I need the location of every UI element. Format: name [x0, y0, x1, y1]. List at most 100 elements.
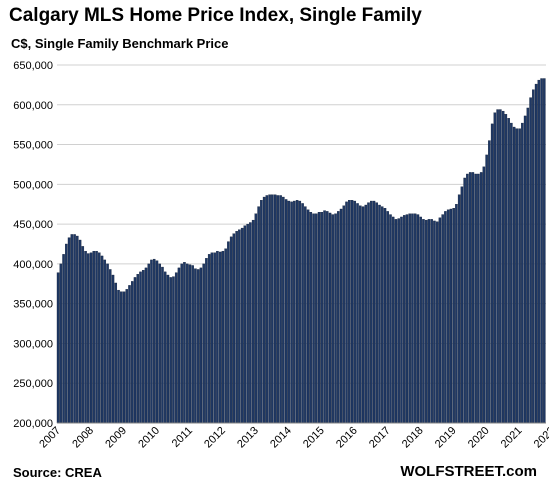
bar [260, 200, 263, 424]
bar [356, 203, 359, 424]
bar [100, 255, 104, 424]
bar [540, 78, 543, 424]
bar [251, 219, 255, 424]
bar [89, 252, 93, 424]
bar [65, 243, 68, 424]
bar [207, 254, 211, 424]
bar [361, 206, 365, 424]
bar [103, 259, 107, 424]
x-tick-label: 2017 [367, 425, 393, 451]
y-tick-label: 500,000 [13, 179, 53, 191]
bar [276, 195, 280, 424]
bar [265, 195, 269, 424]
bar [304, 206, 307, 424]
chart-subtitle: C$, Single Family Benchmark Price [11, 36, 229, 51]
bar [449, 208, 453, 424]
bar [419, 216, 422, 424]
bar [125, 289, 129, 424]
x-tick-label: 2013 [235, 425, 261, 451]
bar [235, 231, 238, 424]
bar [389, 214, 392, 424]
bar [499, 109, 502, 424]
bar [400, 216, 403, 424]
bar [130, 281, 134, 424]
bar [194, 268, 197, 424]
y-tick-label: 250,000 [13, 378, 53, 390]
bar [301, 203, 304, 424]
bar [510, 122, 513, 424]
bar [350, 200, 354, 424]
bar [183, 262, 186, 424]
x-tick-label: 2012 [202, 425, 228, 451]
bar [496, 109, 499, 424]
bar [221, 250, 225, 424]
bar [262, 196, 266, 424]
bar [169, 277, 172, 424]
bar [402, 215, 406, 424]
bar [78, 239, 82, 424]
bar [477, 173, 480, 424]
bar [378, 204, 381, 424]
bar [227, 241, 230, 424]
bar [290, 201, 293, 424]
bar [199, 267, 203, 424]
bar [81, 246, 85, 424]
bar [73, 234, 76, 424]
bar [84, 250, 87, 424]
x-tick-label: 2015 [301, 425, 327, 451]
bar [438, 217, 442, 424]
bar [188, 264, 192, 424]
bar [466, 173, 469, 424]
bar [136, 274, 139, 424]
bar [441, 214, 444, 424]
bar [359, 205, 362, 424]
bar [435, 221, 439, 424]
bar [460, 186, 464, 424]
bar [117, 289, 120, 424]
bar [180, 263, 183, 424]
bar [287, 200, 291, 424]
bar [348, 200, 351, 424]
bar [317, 212, 321, 424]
bar [284, 199, 288, 424]
bar [471, 172, 475, 424]
bar [474, 173, 477, 424]
bar [482, 166, 486, 424]
bar [518, 128, 521, 424]
y-axis-ticks: 200,000 250,000 300,000 350,000 400,000 450,0… [13, 60, 53, 430]
bar [128, 285, 131, 424]
bar [444, 211, 447, 424]
y-tick-label: 600,000 [13, 100, 53, 112]
bar [76, 235, 79, 424]
bar [224, 248, 227, 424]
y-tick-label: 450,000 [13, 219, 53, 231]
bar [150, 259, 153, 424]
bar [446, 209, 450, 424]
bar [114, 282, 118, 424]
bar [452, 208, 455, 424]
bar [218, 251, 222, 424]
bar [353, 200, 357, 424]
bar [268, 194, 271, 424]
bar [424, 219, 428, 424]
bar [139, 271, 142, 424]
bar [422, 219, 425, 424]
bar [309, 212, 313, 424]
bar [144, 267, 148, 424]
bar [163, 271, 167, 424]
bar [315, 213, 318, 424]
bar [106, 263, 109, 424]
bar [273, 194, 277, 424]
bar [543, 78, 546, 424]
x-tick-label: 2020 [466, 425, 492, 451]
bar [120, 291, 123, 424]
bar [191, 265, 194, 424]
bar [249, 222, 252, 424]
bar [161, 266, 164, 424]
bar [455, 204, 458, 424]
brand-logo-text: WOLFSTREET.com [400, 463, 537, 480]
bar [364, 204, 368, 424]
bar [254, 213, 258, 424]
chart-title: Calgary MLS Home Price Index, Single Fam… [9, 5, 422, 26]
